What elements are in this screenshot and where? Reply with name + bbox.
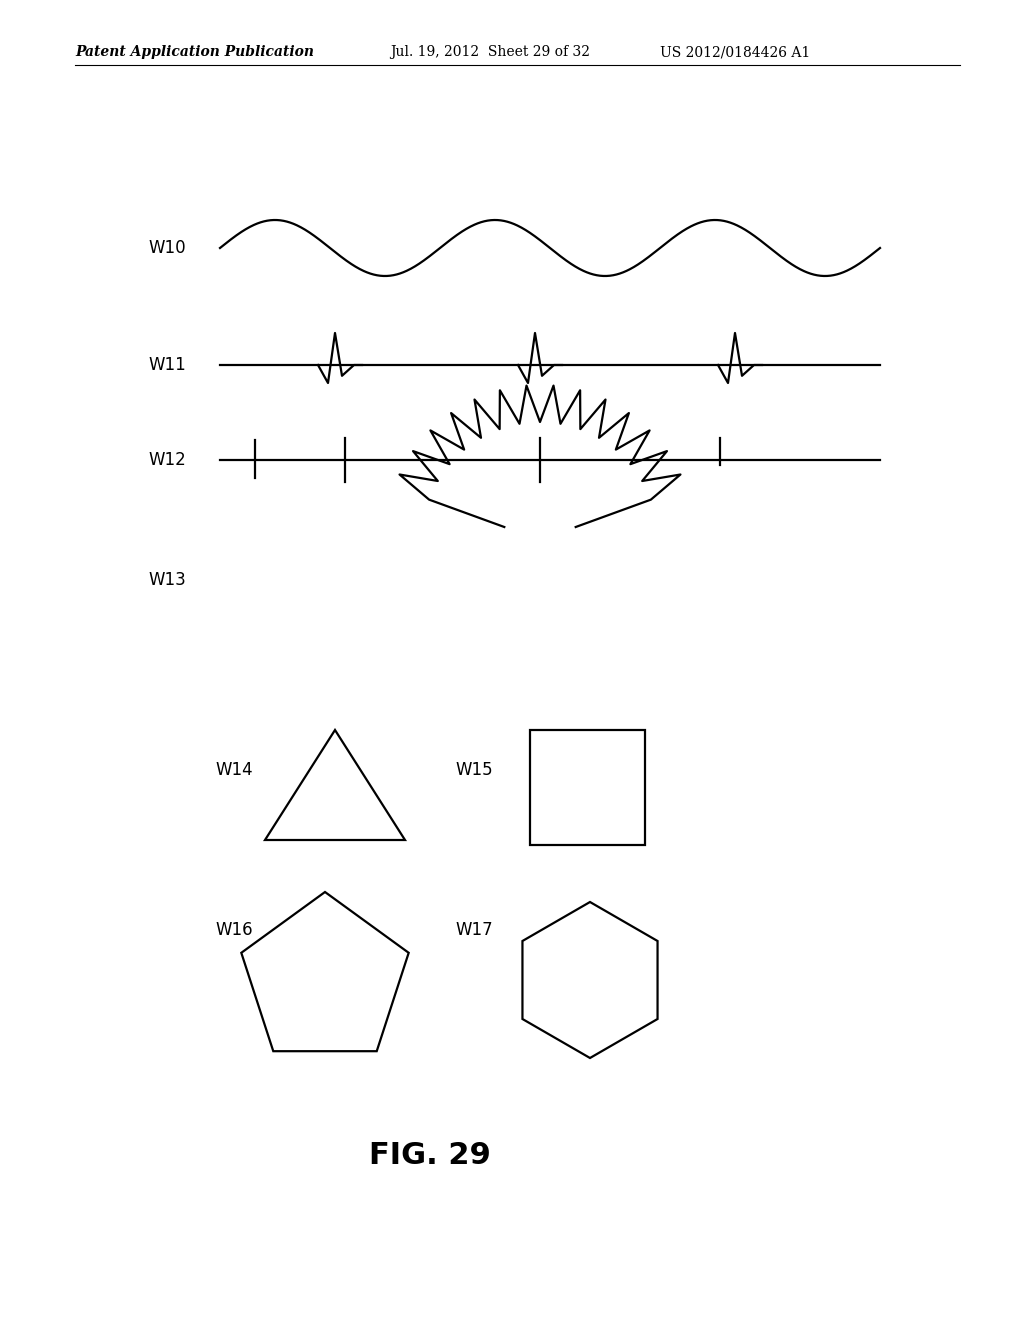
Text: W17: W17 — [455, 921, 493, 939]
Bar — [530, 730, 645, 845]
Text: W12: W12 — [148, 451, 185, 469]
Text: FIG. 29: FIG. 29 — [369, 1140, 490, 1170]
Text: W14: W14 — [215, 762, 253, 779]
Text: W15: W15 — [455, 762, 493, 779]
Text: W11: W11 — [148, 356, 185, 374]
Text: Patent Application Publication: Patent Application Publication — [75, 45, 314, 59]
Text: Jul. 19, 2012  Sheet 29 of 32: Jul. 19, 2012 Sheet 29 of 32 — [390, 45, 590, 59]
Text: W13: W13 — [148, 572, 185, 589]
Text: US 2012/0184426 A1: US 2012/0184426 A1 — [660, 45, 810, 59]
Text: W10: W10 — [148, 239, 185, 257]
Text: W16: W16 — [215, 921, 253, 939]
